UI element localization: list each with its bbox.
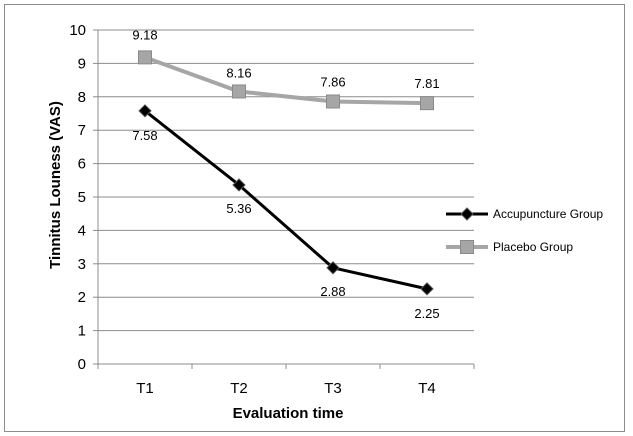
y-tick-label: 3 [78, 256, 86, 273]
y-tick-label: 5 [78, 189, 86, 206]
data-point-square [460, 240, 474, 254]
legend: Accupuncture Group Placebo Group [446, 207, 603, 254]
data-label: 5.36 [226, 201, 251, 216]
data-labels: 9.18 8.16 7.86 7.81 7.58 5.36 2.88 2.25 [132, 27, 439, 320]
x-tick-label: T3 [324, 380, 342, 397]
data-label: 8.16 [226, 65, 251, 80]
y-tick-label: 1 [78, 323, 86, 340]
data-point-diamond [326, 261, 340, 275]
x-tick-label: T1 [136, 380, 154, 397]
chart-frame: 0 1 2 3 4 5 6 7 8 9 10 T1 T2 T3 T4 9.18 8.16 7.86 7.81 7.5… [4, 4, 625, 432]
y-axis-title: Tinnitus Louness (VAS) [47, 101, 64, 269]
data-label: 2.25 [414, 306, 439, 321]
data-point-diamond [460, 207, 474, 221]
data-point-square [326, 94, 340, 109]
y-tick-label: 0 [78, 356, 86, 373]
data-point-diamond [232, 178, 246, 192]
series-line-placebo [144, 55, 428, 106]
y-tick-label: 9 [78, 55, 86, 72]
data-point-diamond [138, 104, 152, 118]
series-line-accupuncture [144, 109, 428, 291]
gridlines [98, 29, 474, 332]
data-label: 7.58 [132, 128, 157, 143]
data-label: 7.81 [414, 76, 439, 91]
axes: 0 1 2 3 4 5 6 7 8 9 10 T1 T2 T3 T4 [69, 22, 475, 397]
y-tick-label: 10 [69, 22, 86, 39]
data-point-diamond [420, 282, 434, 296]
series-group [138, 50, 434, 296]
legend-label: Placebo Group [493, 240, 573, 254]
line-chart: 0 1 2 3 4 5 6 7 8 9 10 T1 T2 T3 T4 9.18 8.16 7.86 7.81 7.5… [47, 22, 603, 422]
x-tick-label: T2 [230, 380, 248, 397]
legend-label: Accupuncture Group [493, 207, 603, 221]
data-point-square [232, 84, 246, 99]
data-label: 7.86 [320, 74, 345, 89]
y-tick-label: 8 [78, 89, 86, 106]
data-point-square [138, 50, 152, 65]
y-tick-label: 2 [78, 289, 86, 306]
x-tick-label: T4 [418, 380, 436, 397]
data-label: 9.18 [132, 27, 157, 42]
data-point-square [420, 96, 434, 111]
y-tick-label: 7 [78, 122, 86, 139]
x-axis-title: Evaluation time [233, 405, 344, 422]
y-tick-label: 6 [78, 156, 86, 173]
y-tick-label: 4 [78, 222, 86, 239]
data-label: 2.88 [320, 284, 345, 299]
